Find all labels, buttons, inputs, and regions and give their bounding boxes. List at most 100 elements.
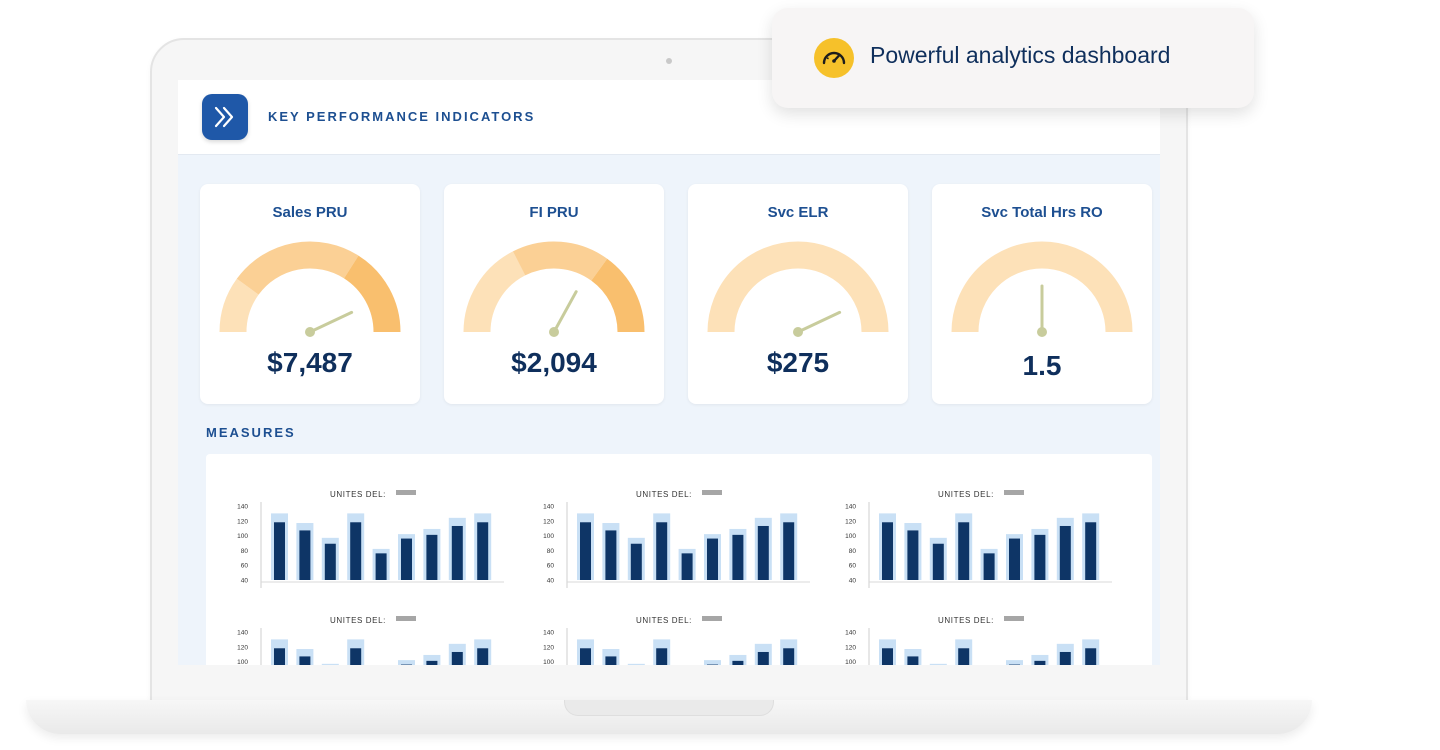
bar-inner	[580, 648, 591, 665]
kpi-value: 1.5	[1022, 350, 1062, 381]
y-tick-label: 60	[547, 563, 555, 570]
bar-inner	[1085, 522, 1097, 580]
y-tick-label: 80	[547, 548, 555, 555]
bar-inner	[1034, 660, 1046, 665]
gauge-needle-hub	[793, 327, 803, 337]
kpi-card[interactable]: Svc ELR $275	[688, 184, 908, 404]
kpi-gauge	[951, 241, 1133, 337]
bar-inner	[580, 522, 591, 580]
legend-swatch	[702, 490, 722, 495]
chart-legend-label: UNITES DEL:	[330, 490, 386, 499]
bar-inner	[757, 651, 769, 665]
y-tick-label: 100	[845, 533, 856, 540]
kpi-label: Sales PRU	[272, 204, 348, 221]
bar-inner	[605, 656, 617, 665]
kpi-label: Svc ELR	[767, 204, 829, 221]
legend-swatch	[1004, 616, 1024, 621]
y-tick-label: 80	[241, 548, 249, 555]
bar-inner	[1059, 651, 1071, 665]
y-tick-label: 120	[845, 644, 856, 651]
gauge-needle	[308, 310, 354, 334]
y-tick-label: 100	[237, 659, 248, 665]
bar-outer	[398, 660, 415, 665]
bar-inner	[451, 651, 463, 665]
kpi-gauge	[707, 241, 889, 337]
bar-inner	[477, 522, 489, 580]
gauge-needle-hub	[305, 327, 315, 337]
bar-inner	[274, 648, 285, 665]
kpi-gauge	[219, 241, 401, 337]
bar-inner	[605, 530, 617, 580]
bar-inner	[451, 525, 463, 580]
bar-outer	[627, 663, 645, 665]
bar-inner	[375, 553, 387, 580]
bar-inner	[932, 543, 944, 580]
bar-outer	[1006, 660, 1023, 665]
bar-inner	[732, 534, 744, 580]
chart-legend-label: UNITES DEL:	[938, 490, 994, 499]
bar-inner	[299, 656, 311, 665]
y-tick-label: 140	[845, 504, 856, 511]
y-tick-label: 120	[237, 644, 248, 651]
bar-inner	[983, 553, 995, 580]
bar-inner	[783, 522, 795, 580]
bar-inner	[757, 525, 769, 580]
laptop-base-notch	[564, 700, 774, 716]
bar-inner	[1009, 538, 1020, 580]
y-tick-label: 80	[849, 548, 857, 555]
gauge-arc-segment	[707, 241, 889, 333]
bar-inner	[350, 522, 362, 580]
chart-legend-label: UNITES DEL:	[938, 616, 994, 625]
legend-swatch	[702, 616, 722, 621]
double-chevron-right-icon[interactable]	[202, 94, 248, 140]
bar-outer	[423, 654, 441, 665]
webcam-dot	[666, 58, 672, 64]
y-tick-label: 40	[547, 578, 555, 585]
kpi-section-title: KEY PERFORMANCE INDICATORS	[268, 109, 536, 124]
kpi-card[interactable]: FI PRU $2,094	[444, 184, 664, 404]
bar-inner	[1059, 525, 1071, 580]
bar-inner	[732, 660, 744, 665]
legend-swatch	[396, 616, 416, 621]
y-tick-label: 60	[849, 563, 857, 570]
y-tick-label: 100	[543, 659, 554, 665]
bar-inner	[882, 522, 893, 580]
bar-inner	[426, 534, 438, 580]
bar-inner	[324, 543, 336, 580]
bar-inner	[907, 530, 919, 580]
bar-inner	[401, 538, 412, 580]
kpi-value: $2,094	[511, 347, 597, 378]
y-tick-label: 100	[845, 659, 856, 665]
feature-callout: Powerful analytics dashboard	[772, 8, 1254, 108]
bar-inner	[1034, 534, 1046, 580]
y-tick-label: 140	[845, 630, 856, 637]
y-tick-label: 40	[849, 578, 857, 585]
bar-inner	[656, 522, 668, 580]
callout-text: Powerful analytics dashboard	[870, 42, 1171, 68]
measures-panel: UNITES DEL: 140 120 100 80 60 40 UNITES DEL: 140…	[206, 454, 1152, 665]
y-tick-label: 120	[543, 644, 554, 651]
y-tick-label: 60	[241, 563, 249, 570]
gauge-arc-segment	[590, 258, 645, 333]
gauge-arc-segment	[463, 251, 526, 333]
kpi-card[interactable]: Svc Total Hrs RO 1.5	[932, 184, 1152, 404]
bar-outer	[929, 663, 947, 665]
kpi-card[interactable]: Sales PRU $7,487	[200, 184, 420, 404]
chart-legend-label: UNITES DEL:	[636, 616, 692, 625]
gauge-arc-segment	[343, 255, 401, 333]
bar-inner	[656, 648, 668, 665]
bar-inner	[350, 648, 362, 665]
gauge-needle-hub	[549, 327, 559, 337]
bar-outer	[1031, 654, 1049, 665]
bar-inner	[907, 656, 919, 665]
